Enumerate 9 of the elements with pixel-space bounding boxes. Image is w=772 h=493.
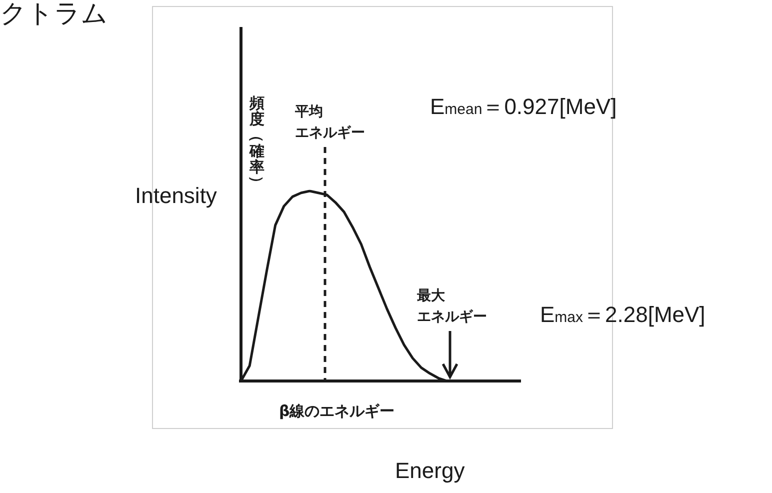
text: 平均エネルギー [294, 104, 365, 141]
y-axis-title: 頻度（確率） [248, 94, 266, 190]
annotation: 最大エネルギー [416, 288, 487, 325]
text: Emax＝2.28[MeV] [540, 302, 706, 327]
text: Energy [395, 458, 465, 483]
chart-title: クトラム [0, 0, 108, 29]
x-axis-title: β線のエネルギー [279, 402, 395, 420]
text: Emean＝0.927[MeV] [430, 94, 617, 119]
text: Intensity [135, 183, 217, 208]
